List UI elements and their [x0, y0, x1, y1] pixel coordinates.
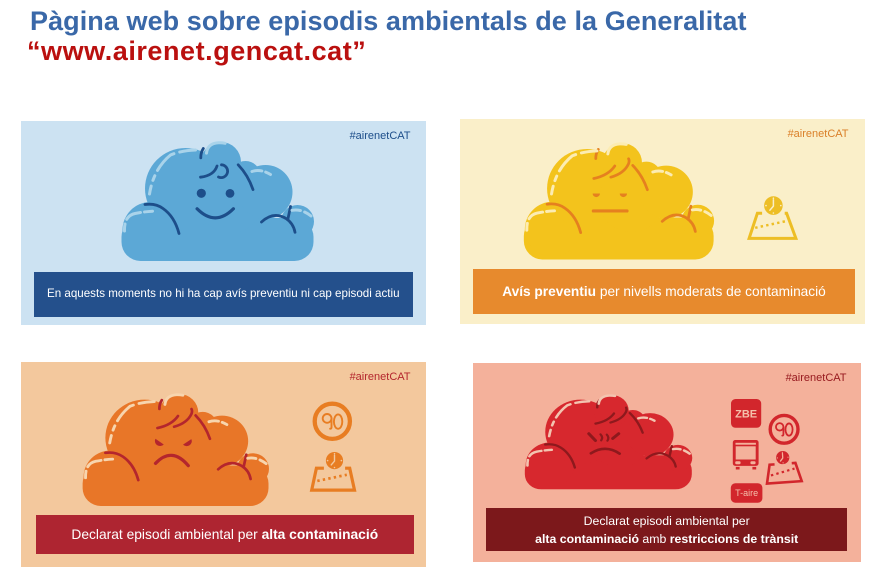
- svg-text:ZBE: ZBE: [735, 408, 757, 420]
- svg-text:T-aire: T-aire: [735, 488, 758, 498]
